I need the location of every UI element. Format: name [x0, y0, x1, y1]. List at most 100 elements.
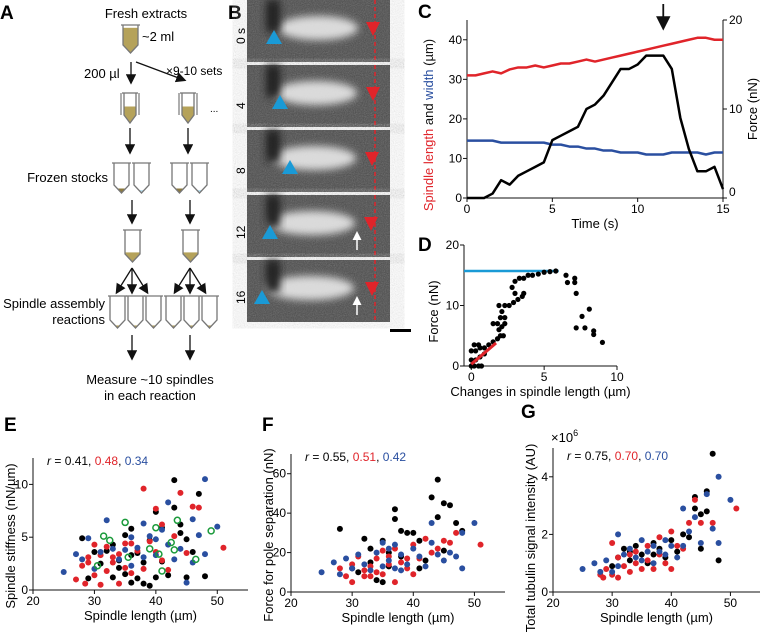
data-point [116, 564, 122, 571]
data-point [434, 476, 441, 483]
data-point [459, 529, 466, 536]
data-point [140, 554, 147, 561]
data-point [177, 545, 184, 552]
tube-diagram [108, 24, 219, 361]
data-point [703, 491, 710, 498]
data-point [434, 545, 441, 552]
data-point [715, 540, 722, 547]
x-tick-label: 30 [345, 596, 359, 610]
data-point [650, 560, 657, 567]
data-point [428, 494, 435, 501]
tube-outline [171, 163, 188, 194]
data-point [529, 272, 536, 278]
tube-fill [202, 325, 217, 328]
data-point [510, 299, 517, 306]
tube-fill [166, 325, 181, 328]
y-tick-label: 5 [21, 530, 28, 544]
aliquot-tube-icon [122, 92, 138, 125]
data-point [609, 568, 616, 575]
measure-label-line1: Measure ~10 spindles [86, 372, 214, 387]
data-point [361, 535, 368, 542]
frozen-extract-tube-icon [112, 162, 131, 194]
frozen-extract-tube-icon [170, 162, 189, 194]
data-point [171, 504, 178, 511]
data-point [122, 532, 129, 539]
data-point [116, 556, 122, 563]
y-tick-label: 30 [449, 72, 463, 86]
data-point [453, 529, 460, 536]
data-point [656, 534, 663, 541]
data-point [318, 569, 325, 576]
r-value: 0.75 [585, 449, 609, 463]
y-scale-base: ×10 [551, 430, 573, 445]
data-point [73, 551, 79, 558]
data-point [336, 525, 343, 532]
data-point [638, 551, 645, 558]
data-point [404, 561, 411, 568]
data-point [496, 302, 502, 309]
data-point [691, 505, 698, 512]
data-point [709, 450, 716, 457]
data-point [471, 520, 478, 526]
data-point [122, 564, 129, 571]
x-tick-label: 30 [605, 596, 619, 610]
y2-axis-label: Force (nN) [745, 78, 760, 140]
x-tick-label: 5 [549, 202, 556, 216]
x-tick-label: 50 [468, 596, 482, 610]
data-point [165, 572, 172, 579]
data-point [416, 565, 423, 572]
equals: = [571, 449, 585, 463]
y2-tick-label: 20 [729, 13, 743, 27]
data-point [586, 306, 592, 312]
data-point [668, 528, 675, 535]
r-symbol: r [567, 449, 572, 463]
y-axis-label-part: Spindle length [421, 129, 436, 211]
data-point [146, 538, 153, 545]
data-point [626, 557, 633, 564]
data-point [336, 565, 343, 572]
data-point [715, 473, 722, 480]
needle-marker-icon [272, 95, 288, 109]
reaction-tube-icon [126, 295, 145, 329]
data-point [686, 519, 693, 526]
data-point [85, 575, 92, 582]
data-point [668, 537, 675, 544]
needle-marker-icon [262, 225, 278, 239]
data-point [459, 565, 466, 572]
r-symbol: r [47, 454, 52, 468]
data-point [674, 554, 681, 561]
data-point [579, 313, 585, 319]
data-point [379, 539, 386, 546]
data-point [481, 345, 487, 351]
y-axis-label-part: (µm) [421, 39, 436, 70]
tube-fill [134, 190, 149, 193]
data-point [572, 279, 578, 286]
timelapse-frame: 4 [234, 65, 390, 127]
arrow [189, 267, 207, 295]
tube-fill [110, 325, 125, 328]
data-point [183, 579, 190, 586]
data-point [85, 535, 92, 542]
frozen-buffer-tube-icon [190, 162, 209, 194]
data-point [361, 561, 368, 568]
data-point [109, 545, 116, 552]
x-axis-label: Spindle length (µm) [342, 610, 455, 625]
data-point [214, 523, 221, 530]
data-point [183, 550, 190, 557]
data-point [128, 570, 135, 577]
tube-outline [165, 296, 182, 329]
x-tick-label: 40 [149, 594, 163, 608]
x-tick-label: 40 [407, 596, 421, 610]
reaction-tube-icon [182, 295, 201, 329]
data-point [330, 559, 337, 566]
data-point [733, 505, 740, 512]
y-axis-label: Total tubulin signal intensity (AU) [523, 444, 538, 632]
data-point [709, 519, 716, 526]
x-tick-label: 10 [631, 202, 645, 216]
data-point [385, 557, 392, 564]
data-point [650, 565, 657, 572]
series-line [467, 139, 723, 156]
data-point [650, 542, 657, 549]
data-point [416, 553, 423, 560]
